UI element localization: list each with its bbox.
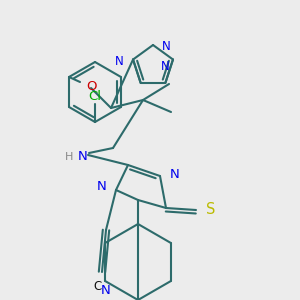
Text: C: C: [94, 280, 102, 292]
Text: H: H: [64, 152, 73, 162]
Text: N: N: [115, 55, 124, 68]
Text: O: O: [86, 80, 97, 92]
Text: Cl: Cl: [88, 91, 101, 103]
Text: N: N: [101, 284, 111, 296]
Text: N: N: [170, 167, 180, 181]
Text: N: N: [78, 151, 88, 164]
Text: S: S: [206, 202, 215, 217]
Text: N: N: [96, 179, 106, 193]
Text: N: N: [161, 60, 170, 73]
Text: N: N: [162, 40, 171, 53]
